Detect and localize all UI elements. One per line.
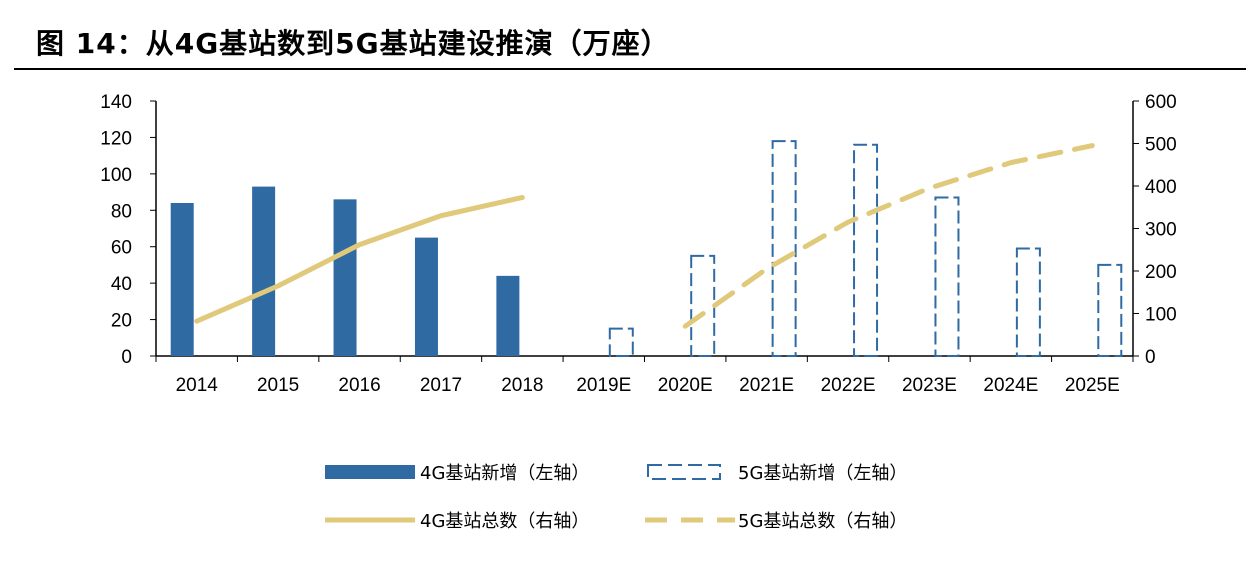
legend-label: 4G基站总数（右轴） bbox=[420, 511, 589, 532]
x-tick-label: 2025E bbox=[1065, 375, 1120, 396]
right-tick-label: 0 bbox=[1145, 347, 1156, 368]
x-tick-label: 2022E bbox=[821, 375, 876, 396]
x-tick-label: 2023E bbox=[902, 375, 957, 396]
x-tick-label: 2020E bbox=[658, 375, 713, 396]
left-tick-label: 20 bbox=[111, 311, 132, 332]
right-tick-label: 400 bbox=[1145, 177, 1177, 198]
bar-4g-2018 bbox=[496, 275, 520, 356]
left-tick-label: 0 bbox=[121, 347, 132, 368]
x-tick-label: 2015 bbox=[257, 375, 299, 396]
title-divider bbox=[14, 68, 1246, 70]
left-tick-label: 40 bbox=[111, 274, 132, 295]
bar-5g-2021E bbox=[771, 140, 797, 357]
right-tick-label: 300 bbox=[1145, 220, 1177, 241]
right-tick-label: 200 bbox=[1145, 262, 1177, 283]
bar-5g-2019E bbox=[608, 327, 634, 357]
x-tick-label: 2021E bbox=[739, 375, 794, 396]
right-tick-label: 600 bbox=[1145, 92, 1177, 113]
figure-title: 图 14：从4G基站数到5G基站建设推演（万座） bbox=[36, 27, 670, 60]
legend-swatch-5g-new bbox=[647, 464, 721, 480]
left-tick-label: 100 bbox=[100, 165, 132, 186]
bar-5g-2025E bbox=[1097, 263, 1123, 357]
x-tick-label: 2018 bbox=[501, 375, 543, 396]
legend-label: 5G基站新增（左轴） bbox=[738, 463, 907, 484]
bar-4g-2017 bbox=[414, 237, 438, 356]
left-tick-label: 60 bbox=[111, 238, 132, 259]
bar-5g-2024E bbox=[1015, 247, 1041, 358]
legend-label: 4G基站新增（左轴） bbox=[420, 463, 589, 484]
bar-4g-2016 bbox=[333, 199, 357, 356]
bar-5g-2023E bbox=[934, 196, 960, 357]
legend-label: 5G基站总数（右轴） bbox=[738, 511, 907, 532]
line-5g-total bbox=[682, 143, 1095, 329]
legend-swatch-4g-new bbox=[325, 465, 415, 479]
x-tick-label: 2016 bbox=[338, 375, 380, 396]
right-tick-label: 500 bbox=[1145, 135, 1177, 156]
line-4g-total bbox=[194, 194, 525, 324]
left-tick-label: 80 bbox=[111, 201, 132, 222]
bar-5g-2022E bbox=[853, 143, 879, 357]
x-tick-label: 2024E bbox=[983, 375, 1038, 396]
x-tick-label: 2019E bbox=[576, 375, 631, 396]
bar-4g-2014 bbox=[170, 203, 194, 356]
bar-5g-2020E bbox=[690, 254, 716, 357]
x-tick-label: 2017 bbox=[420, 375, 462, 396]
right-tick-label: 100 bbox=[1145, 305, 1177, 326]
left-tick-label: 120 bbox=[100, 128, 132, 149]
x-tick-label: 2014 bbox=[176, 375, 219, 396]
left-tick-label: 140 bbox=[100, 92, 132, 113]
bar-4g-2015 bbox=[252, 186, 276, 356]
